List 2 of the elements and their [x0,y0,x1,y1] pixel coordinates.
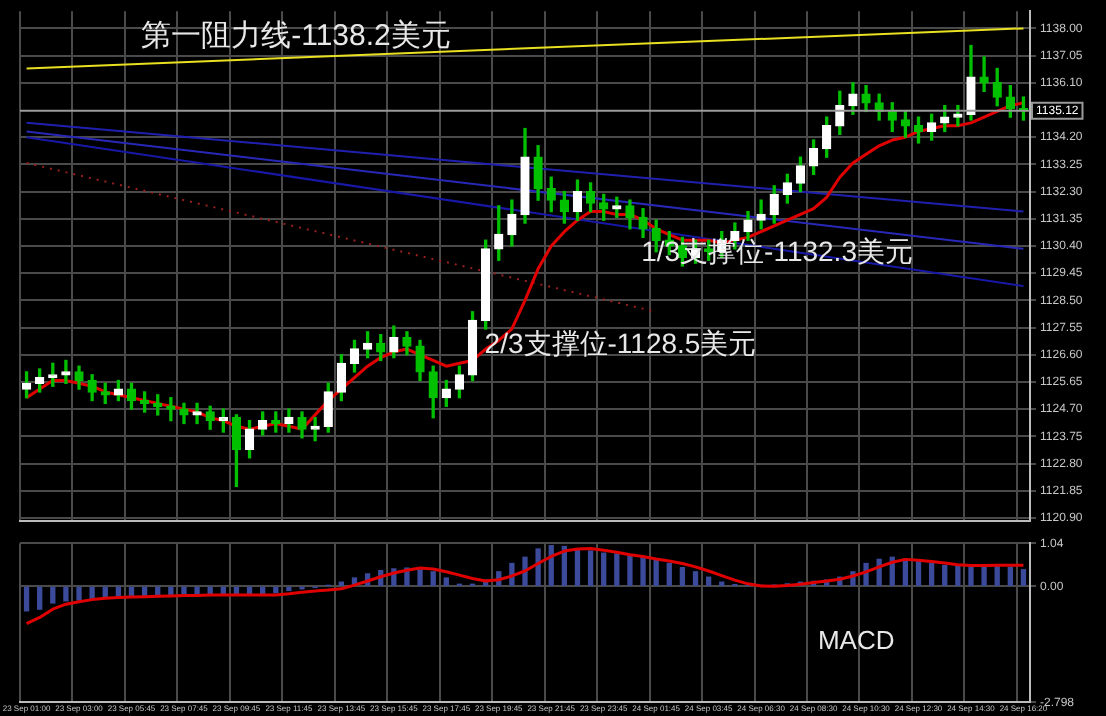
annotation: 第一阻力线-1138.2美元 [141,18,451,53]
annotation: MACD [817,625,895,656]
